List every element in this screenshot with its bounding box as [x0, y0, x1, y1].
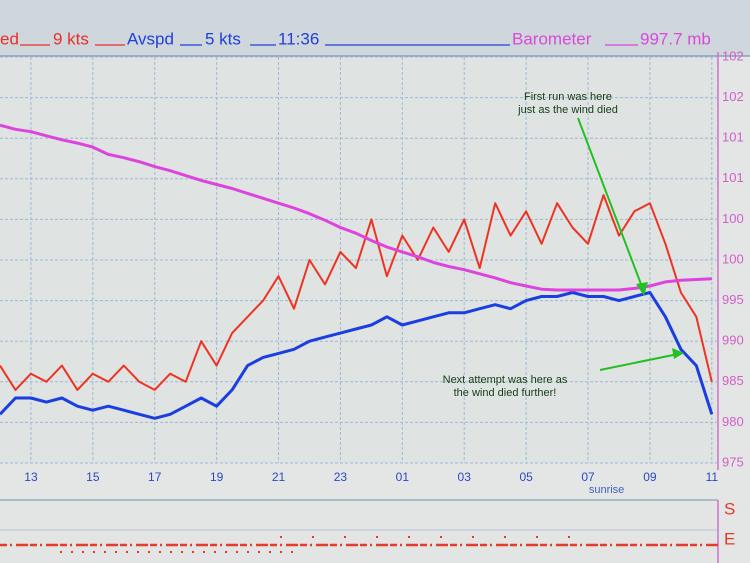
strip-label: S	[724, 499, 735, 518]
header-item: 5 kts	[205, 29, 241, 48]
annotation: First run was here	[524, 91, 612, 103]
header-bar	[0, 0, 750, 56]
x-tick-label: 13	[24, 470, 38, 484]
x-tick-label: 03	[458, 470, 472, 484]
y-tick-label: 102	[722, 48, 744, 63]
arrow-head	[636, 282, 648, 296]
series-line	[0, 291, 714, 420]
y-tick-label: 101	[722, 130, 744, 145]
y-tick-label: 101	[722, 170, 744, 185]
x-tick-label: 19	[210, 470, 224, 484]
header-item: Barometer	[512, 29, 592, 48]
arrow	[577, 117, 645, 293]
series-line	[0, 123, 712, 292]
y-tick-label: 975	[722, 454, 744, 469]
x-tick-label: 15	[86, 470, 100, 484]
x-tick-label: 05	[519, 470, 533, 484]
series-line	[0, 194, 713, 391]
y-tick-label: 985	[722, 373, 744, 388]
y-tick-label: 980	[722, 414, 744, 429]
header: ed 9 kts Avspd 5 kts 11:36 Barometer 997.7 mb	[0, 29, 711, 48]
header-item: 997.7 mb	[640, 29, 711, 48]
grid: 102 102 101 101 100 100 995 990 985 980 975 13 15 17 1…	[0, 48, 744, 496]
header-item: Avspd	[127, 29, 174, 48]
header-item: 9 kts	[53, 29, 89, 48]
x-tick-label: 01	[396, 470, 410, 484]
arrow-head	[672, 348, 684, 359]
y-tick-label: 990	[722, 333, 744, 348]
x-tick-label: 09	[643, 470, 657, 484]
y-tick-label: 100	[722, 251, 744, 266]
y-tick-label: 995	[722, 292, 744, 307]
header-item: ed	[0, 29, 19, 48]
strip-label: E	[724, 529, 735, 548]
annotation: just as the wind died	[517, 104, 618, 116]
y-tick-label: 100	[722, 211, 744, 226]
x-tick-label: 21	[272, 470, 286, 484]
header-item: 11:36	[278, 29, 319, 48]
annotation: the wind died further!	[454, 387, 557, 399]
x-tick-label: 17	[148, 470, 162, 484]
series	[0, 123, 714, 420]
strip-area	[0, 500, 718, 563]
annotation: Next attempt was here as	[443, 374, 568, 386]
y-tick-label: 102	[722, 89, 744, 104]
x-tick-label: 23	[334, 470, 348, 484]
x-tick-label: 07	[581, 470, 595, 484]
x-tick-label: 11	[706, 470, 719, 484]
arrow	[599, 353, 679, 371]
annotation: sunrise	[589, 484, 624, 496]
